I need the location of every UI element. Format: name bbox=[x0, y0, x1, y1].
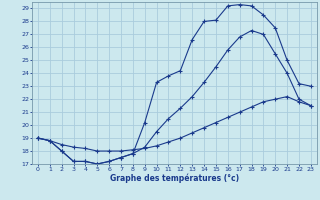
X-axis label: Graphe des températures (°c): Graphe des températures (°c) bbox=[110, 173, 239, 183]
